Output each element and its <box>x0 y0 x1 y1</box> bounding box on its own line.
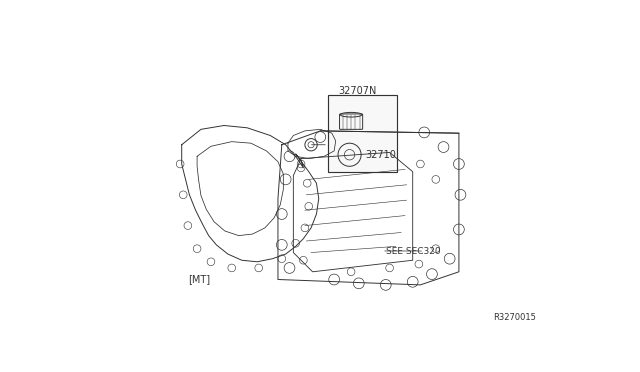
Text: [MT]: [MT] <box>188 275 210 285</box>
Text: 32710: 32710 <box>365 150 396 160</box>
Text: SEE SEC320: SEE SEC320 <box>386 247 440 256</box>
Text: R3270015: R3270015 <box>493 314 536 323</box>
Bar <box>328 95 397 172</box>
Text: 32707N: 32707N <box>338 86 376 96</box>
